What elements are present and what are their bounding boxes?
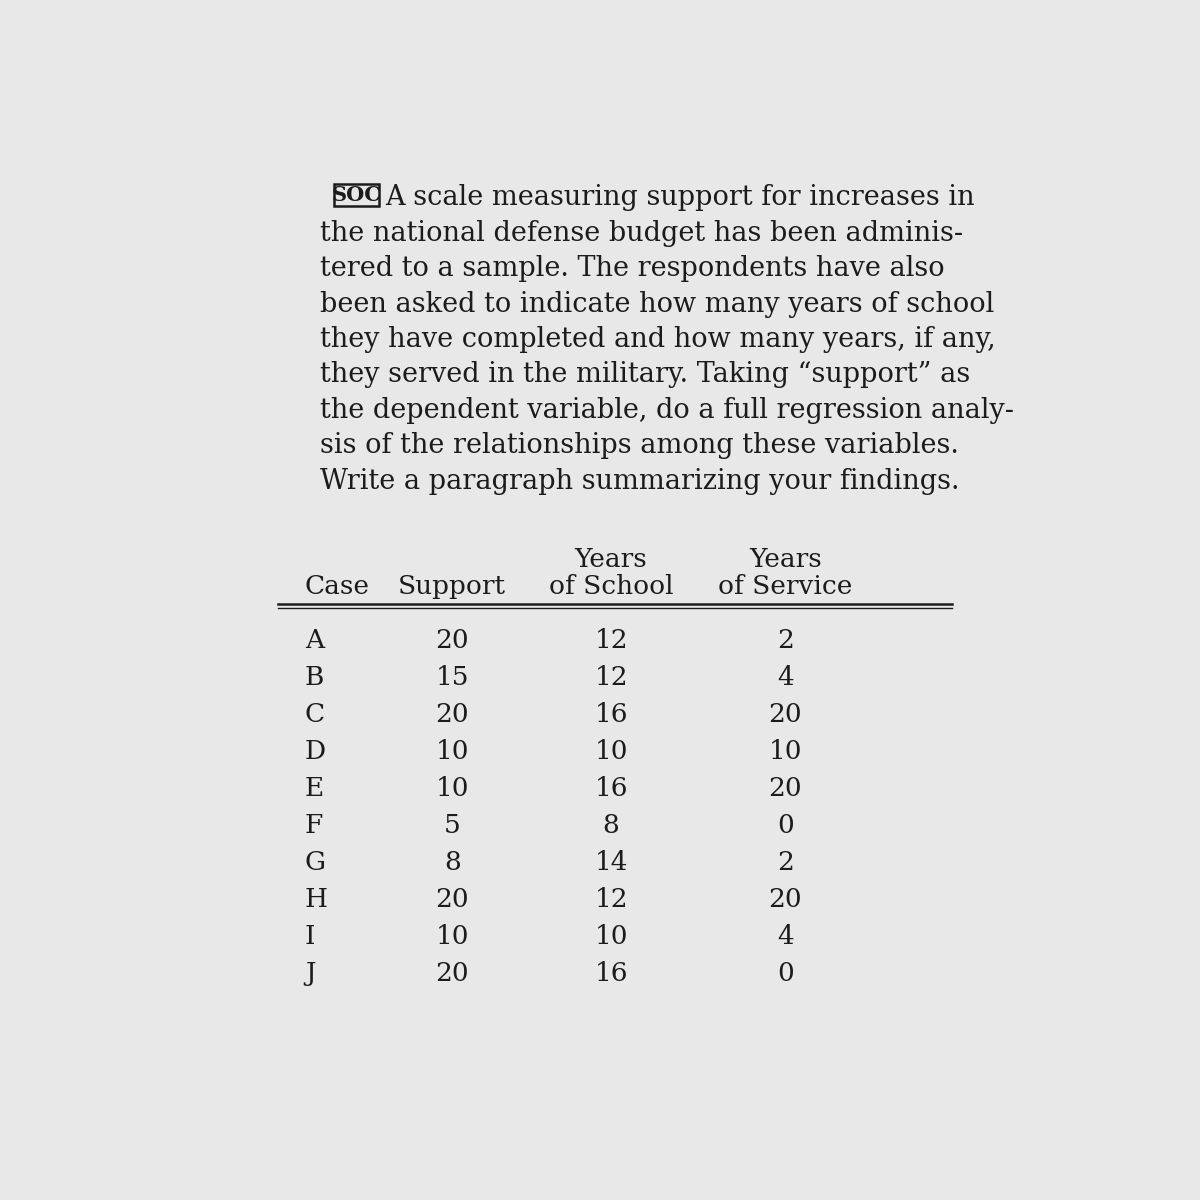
Text: Years: Years: [575, 546, 648, 571]
Text: 5: 5: [444, 812, 461, 838]
Text: 4: 4: [778, 665, 794, 690]
Text: 0: 0: [778, 812, 794, 838]
Text: 12: 12: [594, 628, 628, 653]
Text: been asked to indicate how many years of school: been asked to indicate how many years of…: [320, 290, 995, 318]
Text: 10: 10: [436, 776, 469, 800]
Text: H: H: [305, 887, 328, 912]
Text: 15: 15: [436, 665, 469, 690]
Text: 4: 4: [778, 924, 794, 949]
Text: 10: 10: [436, 739, 469, 764]
Text: 2: 2: [778, 628, 794, 653]
Text: E: E: [305, 776, 324, 800]
Text: 16: 16: [594, 961, 628, 985]
Text: 20: 20: [769, 776, 803, 800]
Text: 8: 8: [444, 850, 461, 875]
Text: they served in the military. Taking “support” as: they served in the military. Taking “sup…: [320, 361, 971, 389]
Text: the national defense budget has been adminis-: the national defense budget has been adm…: [320, 220, 964, 247]
Text: Support: Support: [398, 575, 506, 599]
Text: C: C: [305, 702, 325, 727]
Text: of School: of School: [548, 575, 673, 599]
Text: B: B: [305, 665, 324, 690]
Text: 20: 20: [769, 887, 803, 912]
Text: 20: 20: [436, 887, 469, 912]
Text: 2: 2: [778, 850, 794, 875]
Text: sis of the relationships among these variables.: sis of the relationships among these var…: [320, 432, 959, 460]
Text: 14: 14: [594, 850, 628, 875]
Text: 20: 20: [436, 702, 469, 727]
Text: 20: 20: [436, 961, 469, 985]
Text: Write a paragraph summarizing your findings.: Write a paragraph summarizing your findi…: [320, 468, 960, 494]
Text: 10: 10: [436, 924, 469, 949]
Text: D: D: [305, 739, 326, 764]
Text: A: A: [305, 628, 324, 653]
Text: of Service: of Service: [719, 575, 853, 599]
Text: 10: 10: [769, 739, 803, 764]
Text: Case: Case: [305, 575, 370, 599]
Text: SOC: SOC: [332, 185, 382, 205]
Text: they have completed and how many years, if any,: they have completed and how many years, …: [320, 326, 996, 353]
Text: I: I: [305, 924, 316, 949]
Text: 20: 20: [769, 702, 803, 727]
Text: G: G: [305, 850, 326, 875]
Text: 0: 0: [778, 961, 794, 985]
Text: 8: 8: [602, 812, 619, 838]
Text: 10: 10: [594, 739, 628, 764]
Text: 20: 20: [436, 628, 469, 653]
Text: J: J: [305, 961, 316, 985]
Text: tered to a sample. The respondents have also: tered to a sample. The respondents have …: [320, 256, 946, 282]
Text: F: F: [305, 812, 323, 838]
Text: 12: 12: [594, 887, 628, 912]
Text: Years: Years: [749, 546, 822, 571]
Text: 16: 16: [594, 702, 628, 727]
Text: 16: 16: [594, 776, 628, 800]
Text: A scale measuring support for increases in: A scale measuring support for increases …: [385, 185, 976, 211]
Text: the dependent variable, do a full regression analy-: the dependent variable, do a full regres…: [320, 397, 1014, 424]
Bar: [335, 184, 379, 205]
Text: 10: 10: [594, 924, 628, 949]
Text: 12: 12: [594, 665, 628, 690]
